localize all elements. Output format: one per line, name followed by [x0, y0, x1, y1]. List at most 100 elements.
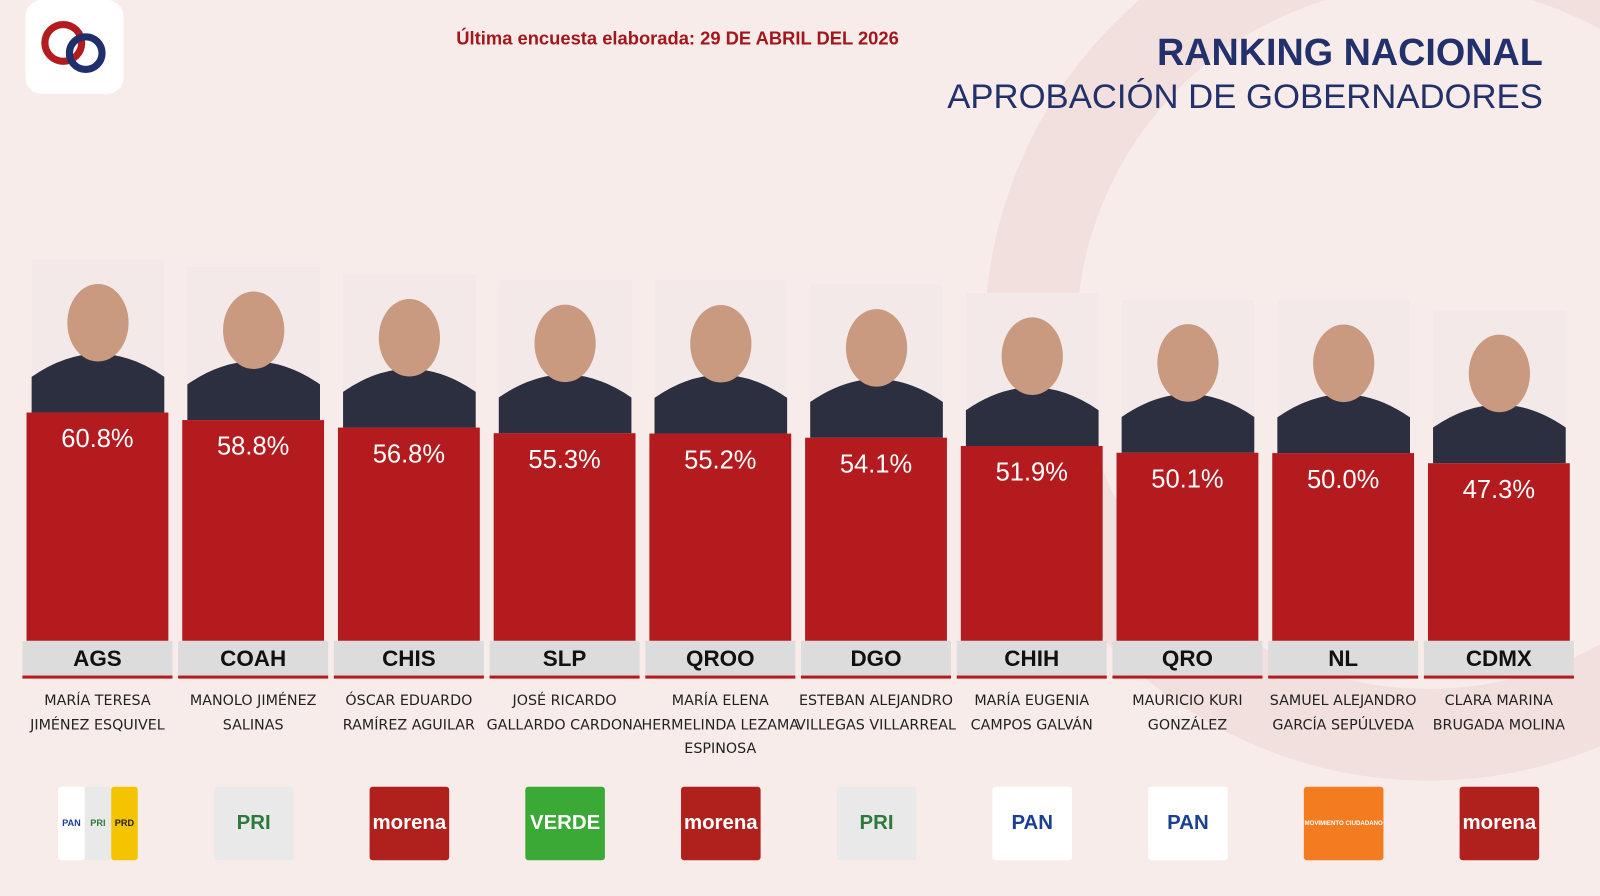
governor-name: CLARA MARINA BRUGADA MOLINA [1432, 692, 1566, 734]
category-underline [801, 675, 952, 679]
photo-shoulders [187, 361, 320, 421]
party-label: morena [684, 812, 758, 834]
photo-head [690, 305, 752, 383]
name-box: MARÍA TERESA JIMÉNEZ ESQUIVEL [30, 693, 165, 733]
x-tick-label: SLP [543, 646, 587, 671]
party-logo [1148, 786, 1228, 861]
governor-photo [1121, 299, 1255, 453]
governor-name: MARÍA EUGENIA CAMPOS GALVÁN [970, 692, 1093, 734]
value-label: 55.3% [528, 446, 600, 474]
category-strip [1423, 640, 1574, 678]
photo-head [223, 291, 285, 370]
photo-head [1001, 317, 1063, 395]
chart-title: RANKING NACIONAL [1157, 31, 1543, 73]
party-label: PAN [1167, 812, 1209, 834]
category-strip [333, 640, 484, 678]
brand-logo-ring [41, 20, 86, 65]
category-strip [645, 640, 796, 678]
governor-name: MANOLO JIMÉNEZ SALINAS [189, 692, 317, 734]
governor-name: MAURICIO KURI GONZÁLEZ [1132, 692, 1243, 734]
photo-shoulders [31, 353, 165, 413]
governor-photo [810, 284, 943, 438]
x-tick-label: NL [1328, 646, 1358, 671]
photo-head [1468, 334, 1530, 413]
bar [1116, 452, 1259, 641]
x-tick-label: DGO [850, 646, 901, 671]
bar [649, 433, 792, 641]
photo-shoulders [343, 368, 476, 428]
photo-shoulders [654, 374, 788, 434]
party-logo [1459, 786, 1540, 861]
photo-head [1157, 324, 1219, 402]
governor-photo [343, 274, 476, 428]
x-tick-label: CDMX [1466, 646, 1532, 671]
category-strip [801, 640, 952, 678]
party-label: MOVIMIENTO CIUDADANO [1305, 820, 1384, 827]
party-label: morena [373, 812, 447, 834]
category-underline [1268, 675, 1419, 679]
category-underline [1112, 675, 1263, 679]
bar [182, 420, 325, 641]
category-strip [178, 640, 329, 678]
name-box: MAURICIO KURI GONZÁLEZ [1132, 692, 1243, 734]
category-strip [489, 640, 640, 678]
value-label: 58.8% [217, 433, 289, 461]
survey-date: Última encuesta elaborada: 29 DE ABRIL D… [456, 28, 899, 49]
category-strip [1112, 640, 1263, 678]
photo-shoulders [1433, 404, 1566, 464]
name-box: ESTEBAN ALEJANDRO VILLEGAS VILLARREAL [796, 693, 956, 733]
governor-photo [654, 280, 788, 434]
name-box: JOSÉ RICARDO GALLARDO CARDONA [486, 692, 643, 734]
governor-name: MARÍA ELENA HERMELINDA LEZAMA ESPINOSA [641, 692, 800, 758]
chart-subtitle: APROBACIÓN DE GOBERNADORES [947, 77, 1543, 116]
photo-head [67, 283, 129, 362]
party-logo [369, 786, 450, 861]
bar [337, 427, 480, 641]
category-underline [645, 675, 796, 679]
governor-photo [498, 280, 632, 434]
party-logo [84, 786, 112, 861]
governor-photo [187, 266, 320, 421]
x-tick-label: AGS [73, 646, 122, 671]
x-tick-label: COAH [220, 646, 286, 671]
x-tick-label: QRO [1162, 646, 1213, 671]
category-underline [333, 675, 484, 679]
category-underline [489, 675, 640, 679]
party-label: PRI [90, 818, 105, 828]
value-label: 56.8% [373, 440, 445, 468]
bar [493, 433, 636, 641]
category-underline [22, 675, 173, 679]
bar [960, 445, 1103, 641]
governor-photo [1277, 300, 1410, 454]
name-box: MARÍA ELENA HERMELINDA LEZAMA ESPINOSA [641, 692, 800, 758]
party-logo [111, 786, 138, 861]
name-box: SAMUEL ALEJANDRO GARCÍA SEPÚLVEDA [1269, 692, 1417, 734]
governor-photo [31, 259, 165, 413]
party-logo [213, 786, 294, 861]
category-strip [1268, 640, 1419, 678]
party-label: PAN [1011, 812, 1053, 834]
category-underline [1423, 675, 1574, 679]
party-label: PRD [115, 818, 135, 828]
photo-head [534, 304, 596, 383]
x-tick-label: CHIH [1004, 646, 1059, 671]
party-logo [836, 786, 917, 861]
photo-shoulders [810, 379, 943, 438]
photo-shoulders [1121, 394, 1255, 453]
brand-logo [25, 0, 124, 94]
party-label: PRI [860, 812, 894, 834]
governor-photo [965, 292, 1099, 446]
party-label: morena [1463, 812, 1537, 834]
governor-name: SAMUEL ALEJANDRO GARCÍA SEPÚLVEDA [1269, 692, 1417, 734]
name-box: CLARA MARINA BRUGADA MOLINA [1432, 692, 1566, 734]
photo-shoulders [965, 387, 1099, 446]
value-label: 54.1% [840, 450, 912, 478]
bar [26, 412, 169, 641]
photo-head [845, 309, 908, 387]
photo-shoulders [498, 374, 632, 434]
party-logo [992, 786, 1073, 861]
governor-name: JOSÉ RICARDO GALLARDO CARDONA [486, 692, 643, 734]
party-logo [525, 786, 605, 861]
